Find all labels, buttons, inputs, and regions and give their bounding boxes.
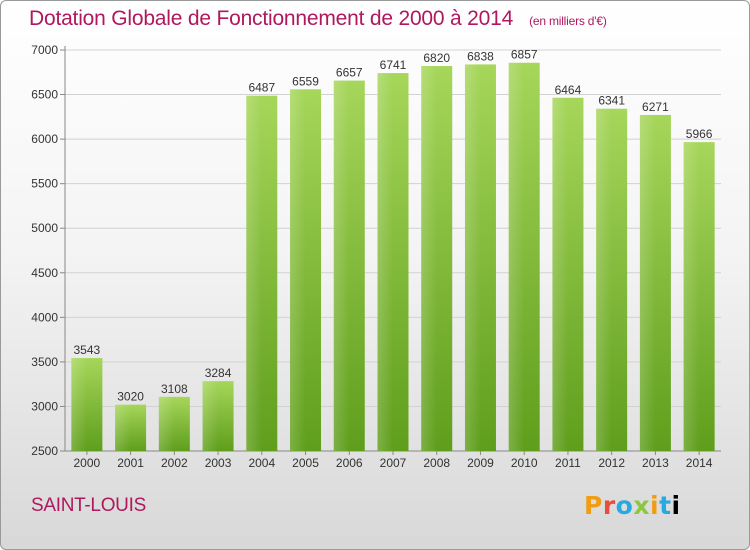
x-tick-label: 2006 — [336, 456, 363, 470]
data-label-2004: 6487 — [248, 81, 275, 95]
data-label-2011: 6464 — [555, 83, 582, 97]
data-label-2007: 6741 — [380, 58, 407, 72]
bar-highlight — [71, 358, 87, 451]
y-tick-label: 4500 — [31, 266, 58, 280]
x-tick-label: 2011 — [555, 456, 581, 470]
labels: 2000 3543 2001 3020 2002 3108 2003 3284 2004 6487… — [74, 48, 713, 470]
x-tick-label: 2001 — [117, 456, 144, 470]
bar-highlight — [552, 97, 568, 452]
x-tick-label: 2007 — [380, 456, 407, 470]
chart-unit: (en milliers d'€) — [529, 14, 607, 28]
data-label-2012: 6341 — [598, 94, 625, 108]
bar-highlight — [246, 95, 262, 452]
data-label-2006: 6657 — [336, 66, 363, 80]
chart-title: Dotation Globale de Fonctionnement de 20… — [29, 7, 607, 31]
bar-highlight — [464, 64, 481, 451]
data-label-2013: 6271 — [642, 100, 669, 114]
y-tick-label: 3000 — [31, 399, 58, 413]
chart-title-text: Dotation Globale de Fonctionnement de 20… — [29, 7, 514, 30]
bar-highlight — [377, 73, 393, 452]
bar-highlight — [421, 66, 437, 451]
data-label-2000: 3543 — [74, 343, 101, 357]
y-tick-label: 5500 — [31, 177, 58, 191]
bar-highlight — [333, 80, 350, 451]
data-label-2014: 5966 — [686, 127, 713, 141]
commune-name: SAINT-LOUIS — [31, 495, 146, 516]
bar-highlight — [683, 142, 700, 452]
bar-highlight — [202, 381, 219, 451]
bar-highlight — [508, 62, 525, 451]
data-label-2005: 6559 — [292, 74, 319, 88]
x-tick-label: 2008 — [423, 456, 450, 470]
y-tick-label: 7000 — [31, 43, 58, 57]
x-tick-label: 2010 — [511, 456, 538, 470]
y-tick-label: 2500 — [31, 444, 58, 458]
x-tick-label: 2012 — [598, 456, 625, 470]
data-label-2009: 6838 — [467, 49, 494, 63]
bars — [71, 62, 715, 452]
bar-highlight — [158, 396, 175, 451]
y-tick-label: 6500 — [31, 88, 58, 102]
x-tick-label: 2013 — [642, 456, 669, 470]
x-tick-label: 2009 — [467, 456, 494, 470]
x-tick-label: 2000 — [74, 456, 101, 470]
x-tick-label: 2014 — [686, 456, 713, 470]
y-tick-label: 5000 — [31, 221, 58, 235]
x-tick-label: 2002 — [161, 456, 188, 470]
data-label-2003: 3284 — [205, 366, 232, 380]
proxiti-logo: Proxiti — [584, 491, 681, 520]
y-tick-label: 6000 — [31, 132, 58, 146]
data-label-2001: 3020 — [117, 390, 144, 404]
y-tick-label: 3500 — [31, 355, 58, 369]
data-label-2008: 6820 — [423, 51, 450, 65]
bar-highlight — [596, 108, 612, 452]
data-label-2010: 6857 — [511, 48, 538, 62]
x-tick-label: 2003 — [205, 456, 232, 470]
x-tick-label: 2005 — [292, 456, 319, 470]
bar-highlight — [290, 89, 306, 451]
y-tick-label: 4000 — [31, 310, 58, 324]
bar-highlight — [639, 114, 656, 451]
data-label-2002: 3108 — [161, 382, 188, 396]
x-tick-label: 2004 — [248, 456, 275, 470]
bar-highlight — [115, 404, 131, 451]
